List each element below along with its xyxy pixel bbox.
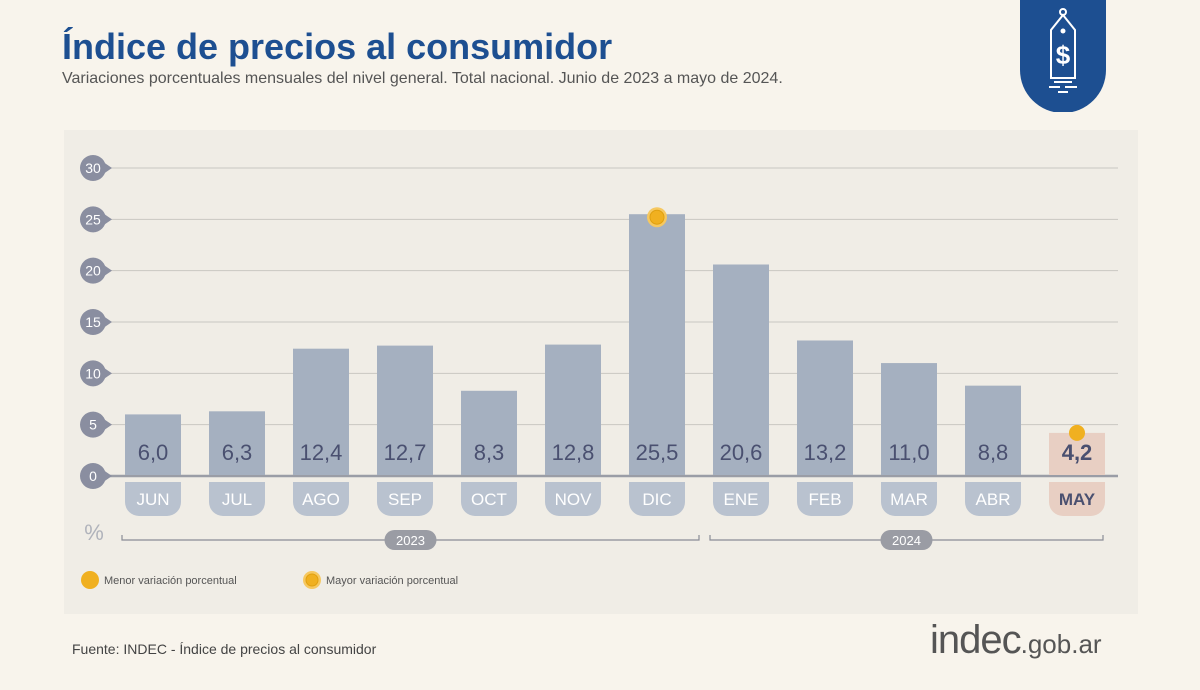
- y-tick-badge-point: [93, 411, 112, 438]
- max-marker: [649, 209, 665, 225]
- y-tick-label: 10: [85, 365, 101, 381]
- y-tick-badge-point: [93, 155, 112, 181]
- x-tick-label: AGO: [302, 490, 340, 509]
- logo-main: indec: [930, 618, 1022, 662]
- year-pill: [384, 530, 437, 550]
- y-tick-label: 15: [85, 314, 101, 330]
- y-tick-badge-point: [93, 257, 112, 284]
- logo-suffix: .gob.ar: [1020, 629, 1102, 659]
- legend-min-icon: [81, 571, 99, 589]
- data-label: 12,7: [384, 440, 427, 465]
- legend-label: Mayor variación porcentual: [326, 575, 458, 587]
- y-tick-badge-point: [93, 309, 112, 335]
- category-pill: [797, 482, 853, 516]
- page-title: Índice de precios al consumidor: [62, 26, 613, 67]
- category-pill: [881, 482, 937, 516]
- year-label: 2024: [892, 533, 921, 548]
- bar-ene: [713, 264, 769, 475]
- data-label: 11,0: [888, 440, 929, 465]
- data-label: 8,3: [474, 440, 505, 465]
- x-tick-label: MAR: [890, 490, 928, 509]
- bar-mar: [881, 363, 937, 475]
- x-tick-label: ABR: [976, 490, 1011, 509]
- y-tick-badge-point: [93, 206, 112, 233]
- bar-abr: [965, 385, 1021, 475]
- bar-chart: 0 5 10 15 20 25 30% 6,0 JUN 6,3 JUL 12,4 AGO 12,7 SEP 8…: [80, 155, 1118, 589]
- data-label: 12,4: [300, 440, 343, 465]
- bar-oct: [461, 390, 517, 475]
- legend-max-icon-inner: [305, 573, 319, 587]
- legend-label: Menor variación porcentual: [104, 575, 237, 587]
- year-pill: [880, 530, 933, 550]
- data-label: 12,8: [552, 440, 595, 465]
- category-pill: [629, 482, 685, 516]
- bar-ago: [293, 348, 349, 475]
- chart-panel: 0 5 10 15 20 25 30% 6,0 JUN 6,3 JUL 12,4 AGO 12,7 SEP 8…: [64, 130, 1138, 614]
- bar-dic: [629, 214, 685, 475]
- category-pill: [965, 482, 1021, 516]
- category-pill: [461, 482, 517, 516]
- category-pill: [293, 482, 349, 516]
- source-note: Fuente: INDEC - Índice de precios al con…: [72, 641, 377, 657]
- bar-sep: [377, 345, 433, 475]
- bar-feb: [797, 340, 853, 475]
- y-tick-badge-point: [93, 463, 112, 489]
- y-tick-label: 20: [85, 263, 101, 279]
- page-subtitle: Variaciones porcentuales mensuales del n…: [62, 70, 783, 87]
- x-tick-label: JUL: [222, 490, 252, 509]
- x-tick-label: SEP: [388, 490, 422, 509]
- year-label: 2023: [396, 533, 425, 548]
- y-tick-label: 25: [85, 211, 101, 227]
- min-marker: [1069, 424, 1085, 441]
- data-label: 20,6: [720, 440, 763, 465]
- category-pill: [713, 482, 769, 516]
- category-pill: [1049, 482, 1105, 516]
- y-axis-unit: %: [84, 520, 104, 545]
- data-label: 13,2: [804, 440, 847, 465]
- y-tick-label: 30: [85, 160, 101, 176]
- data-label: 25,5: [636, 440, 679, 465]
- y-tick-badge-point: [93, 360, 112, 387]
- data-label: 4,2: [1062, 440, 1093, 465]
- y-tick-label: 0: [89, 468, 97, 484]
- price-tag-dollar-icon: $: [1020, 0, 1106, 112]
- x-tick-label: JUN: [136, 490, 169, 509]
- y-tick-label: 5: [89, 417, 97, 433]
- category-pill: [377, 482, 433, 516]
- x-tick-label: DIC: [642, 490, 671, 509]
- indec-logo: indec.gob.ar: [930, 618, 1102, 663]
- data-label: 8,8: [978, 440, 1009, 465]
- x-tick-label: ENE: [724, 490, 759, 509]
- category-pill: [125, 482, 181, 516]
- bar-nov: [545, 344, 601, 475]
- bar-jun: [125, 414, 181, 475]
- category-pill: [545, 482, 601, 516]
- x-tick-label: NOV: [555, 490, 593, 509]
- svg-text:$: $: [1056, 40, 1071, 70]
- x-tick-label: OCT: [471, 490, 507, 509]
- data-label: 6,3: [222, 440, 253, 465]
- data-label: 6,0: [138, 440, 169, 465]
- bar-jul: [209, 411, 265, 475]
- category-pill: [209, 482, 265, 516]
- x-tick-label: MAY: [1059, 490, 1096, 509]
- x-tick-label: FEB: [808, 490, 841, 509]
